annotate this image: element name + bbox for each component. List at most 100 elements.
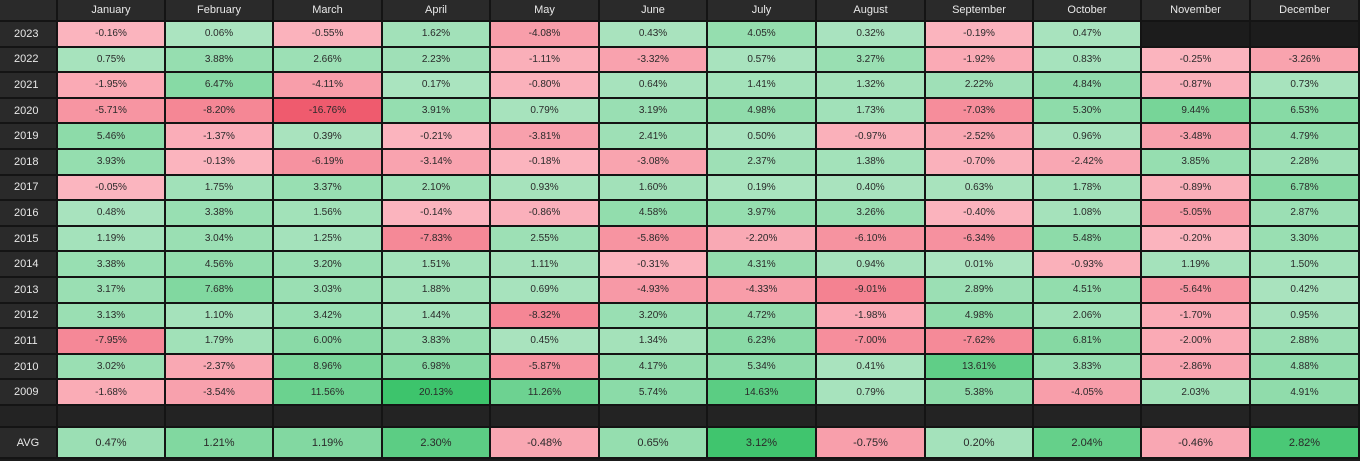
return-cell: 3.04% (166, 226, 274, 253)
return-cell: 1.75% (166, 175, 274, 202)
return-cell: -9.01% (817, 278, 926, 304)
return-cell: 3.19% (600, 98, 708, 125)
return-cell: -0.19% (926, 22, 1034, 48)
return-cell: -2.00% (1142, 329, 1251, 355)
month-header-november: November (1142, 0, 1251, 22)
return-cell: 3.02% (58, 354, 166, 381)
return-cell: 3.38% (166, 201, 274, 227)
return-cell: 0.32% (817, 22, 926, 48)
return-cell: 0.50% (708, 124, 817, 150)
year-label: 2023 (0, 22, 58, 48)
separator-cell (274, 406, 383, 428)
year-label: 2018 (0, 150, 58, 176)
year-label: 2016 (0, 201, 58, 227)
return-cell: 1.78% (1034, 175, 1142, 202)
return-cell: 4.79% (1251, 124, 1360, 150)
year-label: 2021 (0, 73, 58, 99)
return-cell: 3.26% (817, 201, 926, 227)
return-cell: -0.13% (166, 150, 274, 176)
return-cell: 2.23% (383, 47, 491, 74)
return-cell: 1.44% (383, 303, 491, 330)
return-cell: 3.03% (274, 278, 383, 304)
return-cell: -0.80% (491, 73, 600, 99)
return-cell: 6.53% (1251, 98, 1360, 125)
return-cell: 4.88% (1251, 354, 1360, 381)
return-cell: 4.56% (166, 252, 274, 278)
return-cell: -2.52% (926, 124, 1034, 150)
return-cell: 2.87% (1251, 201, 1360, 227)
return-cell: -5.64% (1142, 278, 1251, 304)
return-cell: 3.91% (383, 98, 491, 125)
return-cell: -0.86% (491, 201, 600, 227)
return-cell: -0.20% (1142, 226, 1251, 253)
return-cell: 0.96% (1034, 124, 1142, 150)
return-cell: -3.08% (600, 150, 708, 176)
separator-cell (600, 406, 708, 428)
return-cell: 0.40% (817, 175, 926, 202)
return-cell: -6.10% (817, 226, 926, 253)
return-cell: 2.28% (1251, 150, 1360, 176)
empty-cell (1251, 22, 1360, 48)
return-cell: 4.58% (600, 201, 708, 227)
return-cell: -0.70% (926, 150, 1034, 176)
return-cell: -2.86% (1142, 354, 1251, 381)
return-cell: 1.19% (1142, 252, 1251, 278)
return-cell: 2.03% (1142, 380, 1251, 406)
return-cell: 4.98% (926, 303, 1034, 330)
return-cell: 1.50% (1251, 252, 1360, 278)
return-cell: -1.11% (491, 47, 600, 74)
separator-cell (491, 406, 600, 428)
return-cell: -0.97% (817, 124, 926, 150)
year-label: 2010 (0, 354, 58, 381)
month-header-march: March (274, 0, 383, 22)
return-cell: 0.69% (491, 278, 600, 304)
return-cell: 1.19% (58, 226, 166, 253)
return-cell: 11.26% (491, 380, 600, 406)
avg-cell: 2.30% (383, 428, 491, 459)
year-label: 2019 (0, 124, 58, 150)
return-cell: 1.51% (383, 252, 491, 278)
year-label: 2015 (0, 226, 58, 253)
return-cell: 0.79% (491, 98, 600, 125)
return-cell: 5.46% (58, 124, 166, 150)
return-cell: -7.95% (58, 329, 166, 355)
return-cell: 3.13% (58, 303, 166, 330)
separator-cell (817, 406, 926, 428)
return-cell: 5.38% (926, 380, 1034, 406)
return-cell: 3.93% (58, 150, 166, 176)
return-cell: 4.31% (708, 252, 817, 278)
return-cell: -8.20% (166, 98, 274, 125)
return-cell: 4.72% (708, 303, 817, 330)
return-cell: -16.76% (274, 98, 383, 125)
return-cell: -1.95% (58, 73, 166, 99)
return-cell: 3.83% (383, 329, 491, 355)
return-cell: -4.11% (274, 73, 383, 99)
return-cell: 6.23% (708, 329, 817, 355)
separator-cell (383, 406, 491, 428)
return-cell: 5.48% (1034, 226, 1142, 253)
return-cell: -6.19% (274, 150, 383, 176)
return-cell: 1.56% (274, 201, 383, 227)
return-cell: 0.01% (926, 252, 1034, 278)
return-cell: 11.56% (274, 380, 383, 406)
return-cell: -4.93% (600, 278, 708, 304)
return-cell: 3.42% (274, 303, 383, 330)
return-cell: 4.98% (708, 98, 817, 125)
separator-cell (0, 406, 58, 428)
empty-cell (1142, 22, 1251, 48)
return-cell: 20.13% (383, 380, 491, 406)
return-cell: 3.85% (1142, 150, 1251, 176)
year-label: 2020 (0, 98, 58, 125)
return-cell: -0.89% (1142, 175, 1251, 202)
return-cell: 1.79% (166, 329, 274, 355)
return-cell: -3.81% (491, 124, 600, 150)
return-cell: 6.78% (1251, 175, 1360, 202)
month-header-june: June (600, 0, 708, 22)
return-cell: 5.30% (1034, 98, 1142, 125)
return-cell: 3.37% (274, 175, 383, 202)
return-cell: -0.18% (491, 150, 600, 176)
return-cell: 1.34% (600, 329, 708, 355)
return-cell: 1.11% (491, 252, 600, 278)
return-cell: -4.33% (708, 278, 817, 304)
year-label: 2017 (0, 175, 58, 202)
